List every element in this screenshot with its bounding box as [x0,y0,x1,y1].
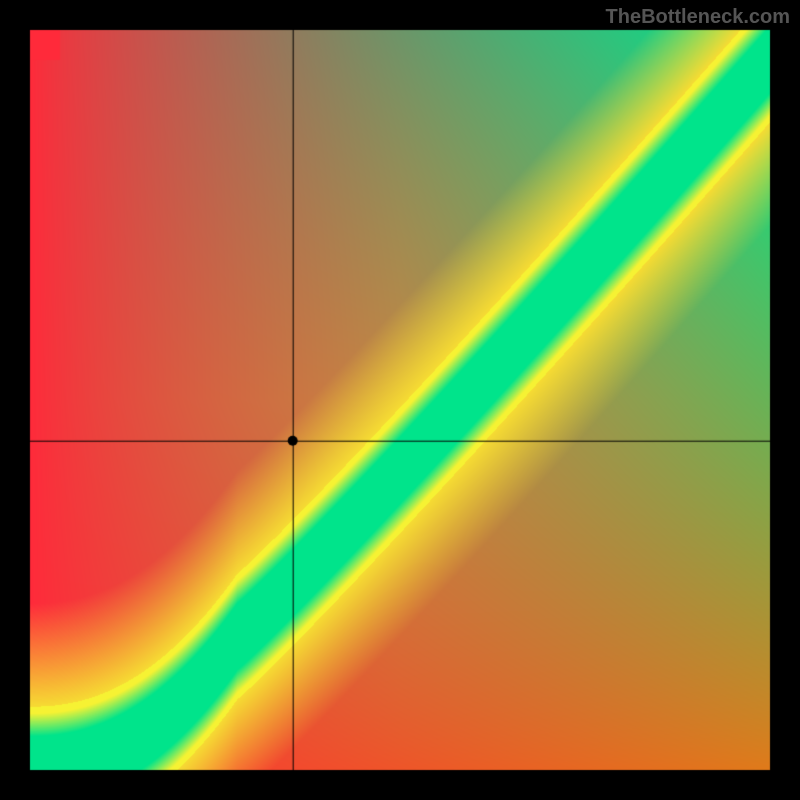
bottleneck-heatmap [0,0,800,800]
chart-container: TheBottleneck.com [0,0,800,800]
watermark-text: TheBottleneck.com [606,6,790,29]
